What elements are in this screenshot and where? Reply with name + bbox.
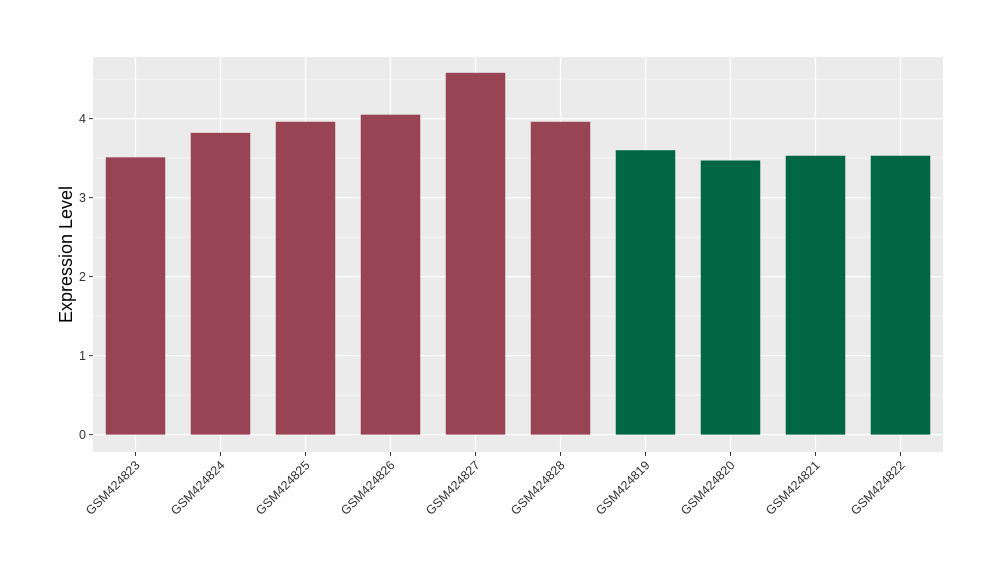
x-tick-label: GSM424824 [168,458,228,518]
y-axis-title: Expression Level [56,186,76,323]
bar-GSM424826 [360,114,421,435]
y-tick-label: 2 [79,270,86,284]
y-tick-label: 4 [79,112,86,126]
x-tick-label: GSM424820 [678,458,738,518]
y-axis: 0 1 2 3 4 [79,112,93,442]
y-tick-label: 0 [79,428,86,442]
x-tick-label: GSM424822 [848,458,908,518]
bar-GSM424819 [615,150,676,435]
bar-GSM424828 [530,121,591,435]
y-tick-label: 1 [79,349,86,363]
bar-GSM424825 [275,121,336,435]
bar-GSM424824 [190,132,251,435]
y-tick-label: 3 [79,191,86,205]
bar-GSM424820 [700,160,761,435]
x-tick-label: GSM424821 [763,458,823,518]
bar-GSM424821 [785,155,846,435]
x-tick-label: GSM424827 [423,458,483,518]
bar-GSM424827 [445,72,506,435]
bar-GSM424822 [870,155,931,435]
x-axis: GSM424823 GSM424824 GSM424825 GSM424826 GSM4… [83,452,908,518]
bar-GSM424823 [105,157,166,435]
bars [105,72,931,435]
x-tick-label: GSM424826 [338,458,398,518]
x-tick-label: GSM424819 [593,458,653,518]
x-tick-label: GSM424825 [253,458,313,518]
x-tick-label: GSM424828 [508,458,568,518]
x-tick-label: GSM424823 [83,458,143,518]
